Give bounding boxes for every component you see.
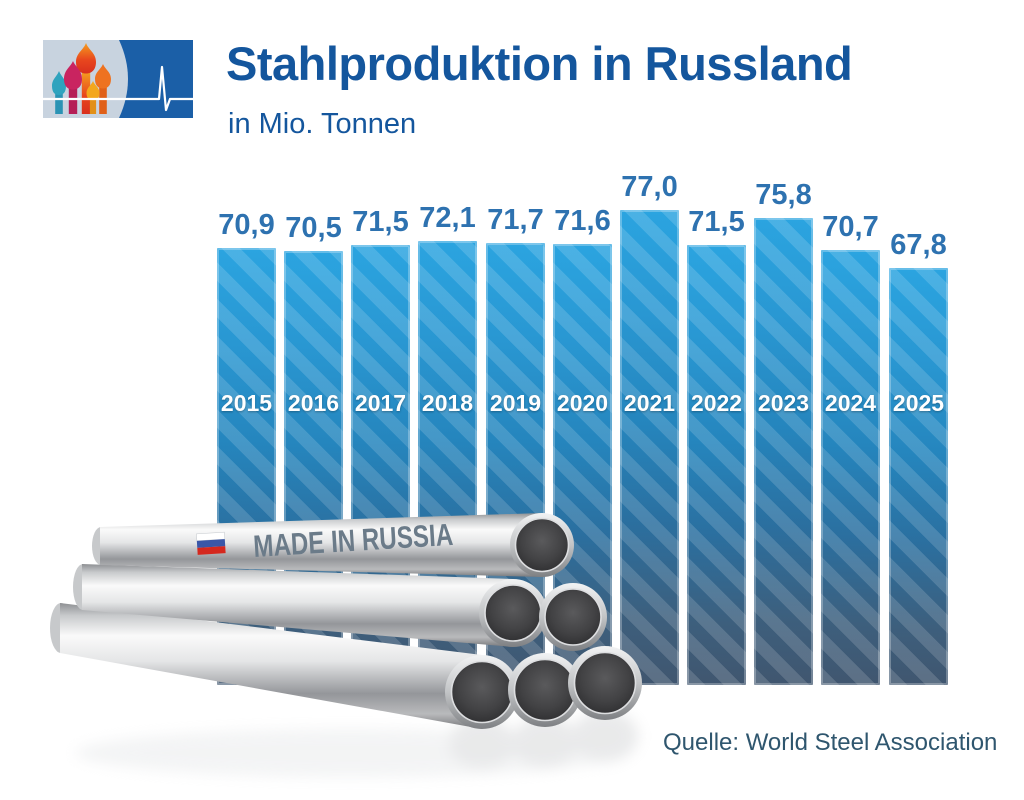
value-label-2018: 72,1: [419, 202, 476, 234]
russia-flag-icon: [196, 531, 226, 555]
year-label-2021: 2021: [623, 390, 676, 416]
value-label-2020: 71,6: [554, 205, 611, 237]
year-label-2022: 2022: [690, 390, 743, 416]
source-credit: Quelle: World Steel Association: [663, 729, 998, 756]
value-label-2025: 67,8: [890, 229, 947, 261]
bar-2021: [620, 210, 679, 685]
heartbeat-line-icon: [43, 65, 193, 112]
value-label-2017: 71,5: [352, 206, 409, 238]
value-label-2021: 77,0: [621, 171, 678, 203]
logo: [43, 40, 193, 118]
year-label-2025: 2025: [892, 390, 945, 416]
pipe-ends: [445, 513, 642, 729]
year-label-2023: 2023: [757, 390, 810, 416]
value-label-2015: 70,9: [218, 209, 275, 241]
pipe-bodies: [50, 513, 542, 729]
value-label-2016: 70,5: [285, 212, 342, 244]
bar-2024: [821, 250, 880, 685]
bar-2023: [754, 218, 813, 685]
year-label-2018: 2018: [421, 390, 474, 416]
value-label-2023: 75,8: [755, 179, 812, 211]
bar-2022: [687, 245, 746, 685]
bar-2025: [889, 268, 948, 685]
value-label-2024: 70,7: [822, 211, 879, 243]
year-label-2024: 2024: [824, 390, 877, 416]
st-basils-domes-icon: [52, 43, 111, 114]
year-label-2020: 2020: [556, 390, 609, 416]
steel-pipes-illustration: MADE IN RUSSIA: [50, 513, 642, 777]
value-label-2019: 71,7: [487, 204, 544, 236]
page-title: Stahlproduktion in Russland: [226, 37, 853, 90]
page-subtitle: in Mio. Tonnen: [228, 108, 417, 140]
year-label-2017: 2017: [354, 390, 407, 416]
year-label-2015: 2015: [220, 390, 273, 416]
value-label-2022: 71,5: [688, 206, 745, 238]
year-label-2016: 2016: [287, 390, 340, 416]
pipes-reflection: [75, 710, 638, 777]
year-label-2019: 2019: [489, 390, 542, 416]
